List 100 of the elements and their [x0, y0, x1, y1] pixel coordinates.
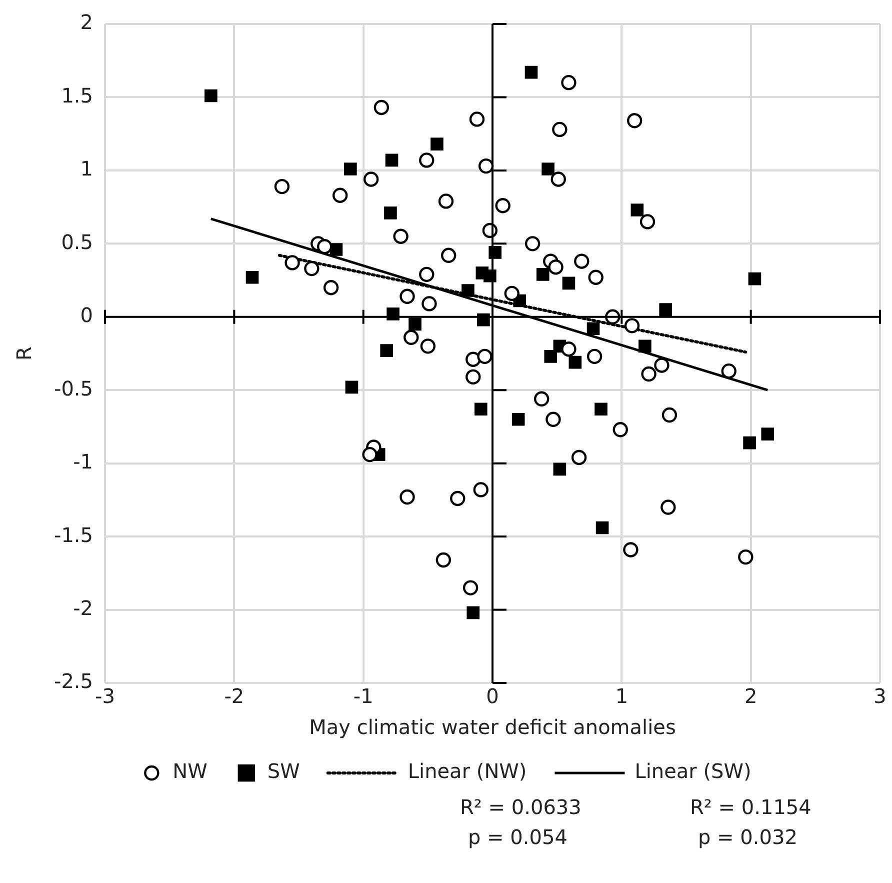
point [743, 436, 756, 450]
point [246, 270, 259, 284]
point [612, 422, 628, 438]
point [317, 238, 332, 254]
point [385, 154, 398, 167]
point [660, 500, 676, 515]
point [594, 402, 608, 416]
y-tick-label: 0 [80, 303, 94, 328]
point [574, 254, 590, 269]
x-tick-label: 1 [615, 684, 628, 708]
point [524, 66, 538, 79]
point [524, 236, 540, 252]
x-tick-label: -3 [95, 684, 115, 708]
point [552, 122, 568, 138]
point [568, 356, 582, 369]
y-tick-label: -1 [73, 450, 94, 474]
point [721, 363, 736, 379]
point [284, 255, 300, 270]
point [345, 380, 358, 394]
text: R² = 0.1154 [690, 795, 812, 819]
point [386, 308, 400, 320]
point [546, 412, 561, 427]
point [344, 162, 357, 176]
point [436, 552, 452, 568]
point [659, 303, 672, 316]
y-tick-label: -2 [73, 596, 94, 620]
point [641, 366, 656, 382]
point [624, 318, 640, 334]
point [419, 266, 434, 282]
point [400, 288, 415, 304]
y-axis-title: R [12, 346, 36, 360]
point [484, 269, 496, 282]
point [274, 178, 290, 194]
point [204, 89, 218, 102]
point [362, 446, 378, 462]
point [562, 276, 576, 290]
point [408, 318, 422, 331]
point [477, 348, 492, 364]
text: p = 0.032 [698, 825, 798, 849]
point [748, 272, 762, 286]
point [440, 248, 456, 263]
text: p = 0.054 [468, 825, 568, 849]
point [561, 342, 576, 357]
x-tick-label: 2 [744, 684, 758, 708]
point [536, 268, 550, 281]
point [400, 489, 415, 505]
y-tick-label: -2.5 [54, 669, 94, 694]
text: R² = 0.0633 [460, 795, 582, 819]
legend-label: NW [172, 759, 208, 784]
point [638, 340, 652, 353]
point [384, 206, 397, 220]
point [473, 482, 488, 498]
point [466, 606, 480, 620]
point [466, 352, 481, 367]
point [571, 450, 587, 466]
point [544, 350, 558, 363]
point [323, 280, 339, 296]
x-axis-title: May climatic water deficit anomalies [309, 715, 676, 740]
point [422, 296, 437, 312]
point [623, 542, 638, 558]
point [738, 549, 754, 565]
x-tick-label: -2 [224, 684, 244, 708]
point [588, 270, 604, 285]
point [466, 369, 481, 385]
point [419, 152, 434, 168]
point [462, 284, 474, 297]
point [404, 330, 419, 345]
point [474, 402, 488, 416]
point [374, 100, 390, 116]
y-tick-label: 0.5 [61, 230, 94, 254]
legend-label: SW [267, 759, 300, 784]
point [548, 260, 564, 275]
point [380, 344, 393, 357]
y-tick-label: 1 [80, 156, 94, 181]
point [478, 158, 494, 174]
legend-label: Linear (NW) [408, 759, 527, 784]
x-tick-label: -1 [353, 684, 374, 708]
y-tick-label: -0.5 [54, 376, 94, 400]
point [534, 391, 550, 406]
point [553, 462, 566, 476]
y-tick-label: -1.5 [54, 522, 94, 547]
x-tick-label: 3 [874, 684, 886, 708]
point [450, 490, 466, 506]
point [393, 228, 408, 244]
point [332, 188, 348, 203]
point [626, 113, 642, 128]
point [512, 412, 525, 426]
point [495, 198, 510, 214]
point [438, 194, 454, 209]
point [550, 172, 566, 187]
point [561, 74, 576, 90]
point [586, 322, 600, 336]
point [640, 214, 656, 230]
point [462, 580, 478, 596]
point [596, 521, 609, 534]
point [761, 428, 774, 440]
point [304, 260, 320, 276]
point [420, 338, 436, 354]
point [504, 286, 520, 302]
point [488, 246, 502, 259]
